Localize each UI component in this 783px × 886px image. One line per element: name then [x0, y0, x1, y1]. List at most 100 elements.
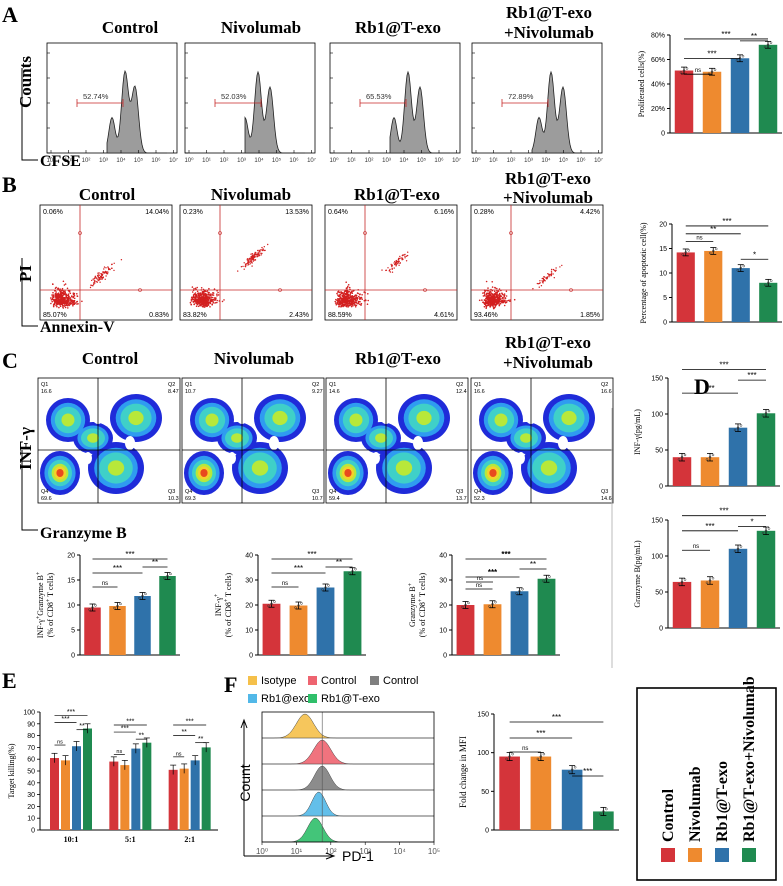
- dotplot-event: [482, 301, 484, 304]
- killing-sig-label: ***: [186, 718, 194, 725]
- dotplot-event: [107, 271, 109, 273]
- dotplot-event: [489, 304, 491, 306]
- histogram-x-tick-label: 10⁰: [256, 847, 268, 856]
- inf-granzyme-chart-sig-label: ***: [113, 564, 122, 573]
- dotplot-event: [390, 263, 392, 266]
- group-legend-item: Control: [660, 788, 677, 862]
- mfi-chart-point: [567, 770, 571, 774]
- dotplot-event: [354, 301, 356, 304]
- dotplot-event: [76, 293, 78, 295]
- dotplot-event: [550, 272, 553, 274]
- inf-chart-y-tick-label: 0: [249, 653, 253, 660]
- apoptosis-chart-bar-0: [676, 252, 695, 322]
- dotplot-event: [50, 299, 53, 301]
- dotplot-event: [244, 265, 246, 267]
- dotplot-event: [353, 298, 355, 301]
- killing-bar: [120, 765, 130, 830]
- histogram-legend-item: Rb1@T-exo: [308, 693, 380, 705]
- apoptosis-chart-y-tick-label: 0: [663, 320, 667, 327]
- proliferation-chart-point: [735, 59, 739, 62]
- group-legend-swatch: [715, 848, 729, 862]
- dotplot-event: [542, 277, 544, 280]
- dotplot-event: [504, 297, 507, 300]
- dotplot-event: [347, 303, 350, 305]
- dotplot-event: [342, 292, 344, 295]
- quadrant-value: 10.3: [168, 496, 179, 502]
- title-a-control: Control: [102, 18, 159, 37]
- granzyme-pg-chart-y-label: Granzyme B(pg/mL): [633, 540, 642, 608]
- dotplot-event: [334, 300, 337, 303]
- inf-chart-sig-label: ***: [294, 564, 303, 573]
- dotplot-event: [72, 305, 74, 307]
- proliferation-chart-point: [679, 71, 683, 74]
- inf-pg-chart-point: [767, 409, 771, 413]
- quadrant-value: 12.4: [456, 389, 467, 395]
- histogram-x-tick-label: 10⁷: [307, 157, 316, 164]
- apoptosis-chart-sig-label: ***: [722, 217, 731, 226]
- dotplot-event: [98, 272, 100, 274]
- dotplot-event: [345, 290, 347, 292]
- histogram-x-tick-label: 10³: [359, 847, 371, 856]
- dotplot-event: [356, 299, 359, 301]
- dotplot-event: [407, 251, 409, 253]
- dotplot-event: [197, 303, 199, 305]
- granzyme-pg-chart-y-tick-label: 0: [659, 626, 663, 633]
- dotplot-event: [354, 306, 357, 308]
- dotplot-event: [337, 300, 340, 302]
- killing-sig-label: ns: [116, 749, 122, 755]
- dotplot-event: [253, 259, 255, 261]
- dotplot-event: [67, 301, 70, 303]
- inf-granzyme-chart-point: [94, 604, 97, 607]
- dotplot-event: [351, 297, 353, 299]
- dotplot-event: [247, 264, 249, 266]
- dotplot-event: [212, 294, 215, 296]
- dotplot-event: [351, 292, 354, 295]
- density-contour: [56, 469, 64, 477]
- quadrant-value: 69.3: [185, 496, 196, 502]
- dotplot-event: [489, 290, 491, 293]
- histogram-x-tick-label: 10⁷: [169, 157, 178, 164]
- killing-bar: [201, 747, 211, 830]
- dotplot-event: [67, 303, 70, 306]
- dotplot-event: [503, 294, 506, 297]
- dotplot-event: [210, 300, 213, 303]
- granzyme-pg-chart-point: [739, 545, 743, 548]
- proliferation-chart-y-tick-label: 20%: [651, 106, 665, 113]
- inf-pg-chart-point: [761, 414, 765, 417]
- dotplot-event: [335, 298, 337, 301]
- dotplot-event: [248, 260, 250, 262]
- dotplot-event: [367, 299, 370, 302]
- density-contour: [107, 460, 125, 476]
- dotplot-event: [195, 295, 197, 297]
- dotplot-event: [345, 297, 348, 300]
- dotplot-event: [62, 302, 64, 305]
- apoptosis-chart-bar-2: [731, 268, 750, 322]
- dotplot-event: [103, 268, 105, 270]
- mfi-chart-point: [599, 812, 602, 816]
- dotplot-event: [247, 262, 249, 264]
- inf-chart-y-tick-label: 30: [245, 578, 253, 585]
- inf-granzyme-chart-bar-2: [134, 596, 151, 655]
- cfse-gate-percent: 72.89%: [508, 92, 534, 101]
- dotplot-event: [98, 278, 101, 281]
- quadrant-label: Q4: [329, 489, 336, 495]
- histogram-x-tick-label: 10⁶: [434, 157, 444, 164]
- quadrant-ll-percent: 83.82%: [183, 312, 207, 319]
- killing-bar: [83, 728, 92, 830]
- dotplot-event: [257, 249, 259, 252]
- pd1-histogram-curve: [262, 713, 434, 739]
- dotplot-event: [485, 307, 488, 310]
- title-b-nivolumab: Nivolumab: [211, 185, 291, 204]
- quadrant-ll-percent: 93.46%: [474, 312, 498, 319]
- dotplot-event: [491, 295, 493, 297]
- proliferation-chart-sig-label: **: [751, 32, 757, 41]
- histogram-x-tick-label: 10⁵: [417, 157, 427, 164]
- dotplot-event: [400, 257, 402, 259]
- dotplot-event: [66, 298, 69, 301]
- dotplot-event: [357, 292, 360, 295]
- dotplot-event: [56, 293, 59, 296]
- dotplot-event: [401, 254, 404, 257]
- dotplot-event: [385, 269, 388, 271]
- dotplot-event: [90, 284, 92, 286]
